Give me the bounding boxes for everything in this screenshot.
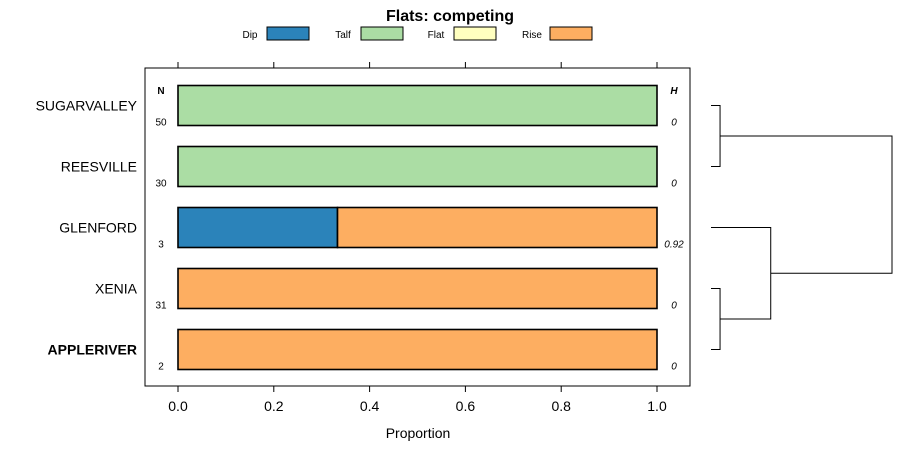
legend-swatch-talf — [360, 26, 404, 41]
h-column-header: H — [670, 86, 678, 97]
bar-appleriver-rise — [177, 328, 658, 371]
x-axis-label: Proportion — [386, 425, 451, 441]
n-column-header: N — [157, 86, 164, 97]
h-value-reesville: 0 — [671, 179, 677, 190]
bar-glenford-rise — [336, 206, 658, 249]
legend-swatch-flat — [453, 26, 497, 41]
row-label-reesville: REESVILLE — [61, 159, 137, 175]
bar-reesville-talf — [177, 145, 658, 188]
legend-label-dip: Dip — [242, 30, 257, 41]
dendrogram-merge-1 — [711, 105, 721, 167]
bar-sugarvalley-talf — [177, 84, 658, 127]
legend-label-talf: Talf — [335, 30, 351, 41]
x-tick-label-0-8: 0.8 — [551, 398, 571, 414]
h-value-appleriver: 0 — [671, 362, 677, 373]
dendrogram — [711, 105, 893, 350]
h-value-glenford: 0.92 — [664, 240, 684, 251]
chart-title: Flats: competing — [386, 8, 514, 25]
legend-label-flat: Flat — [428, 30, 445, 41]
x-tick-label-0-2: 0.2 — [264, 398, 284, 414]
row-label-appleriver: APPLERIVER — [48, 342, 137, 358]
bar-xenia-rise — [177, 267, 658, 310]
x-tick-label-0-6: 0.6 — [456, 398, 476, 414]
legend: Dip Talf Flat Rise — [242, 26, 593, 41]
row-label-glenford: GLENFORD — [59, 220, 137, 236]
n-value-reesville: 30 — [155, 179, 167, 190]
dendrogram-merge-2 — [711, 288, 721, 350]
n-value-sugarvalley: 50 — [155, 118, 167, 129]
legend-swatch-dip — [266, 26, 310, 41]
x-tick-label-1-0: 1.0 — [647, 398, 667, 414]
row-label-xenia: XENIA — [95, 281, 138, 297]
legend-swatch-rise — [549, 26, 593, 41]
x-axis: 0.0 0.2 0.4 0.6 0.8 1.0 — [168, 62, 667, 414]
plot-frame — [144, 67, 691, 387]
n-value-xenia: 31 — [155, 301, 167, 312]
x-tick-label-0-4: 0.4 — [360, 398, 380, 414]
n-value-glenford: 3 — [158, 240, 164, 251]
h-value-xenia: 0 — [671, 301, 677, 312]
legend-label-rise: Rise — [522, 30, 542, 41]
bar-rows: SUGARVALLEY 50 0 REESVILLE 30 0 GLENFORD 3 0.92 X… — [36, 84, 684, 373]
row-label-sugarvalley: SUGARVALLEY — [36, 98, 138, 114]
dendrogram-merge-4 — [720, 135, 893, 274]
n-value-appleriver: 2 — [158, 362, 164, 373]
x-tick-label-0-0: 0.0 — [168, 398, 188, 414]
bar-glenford-dip — [177, 206, 339, 249]
h-value-sugarvalley: 0 — [671, 118, 677, 129]
